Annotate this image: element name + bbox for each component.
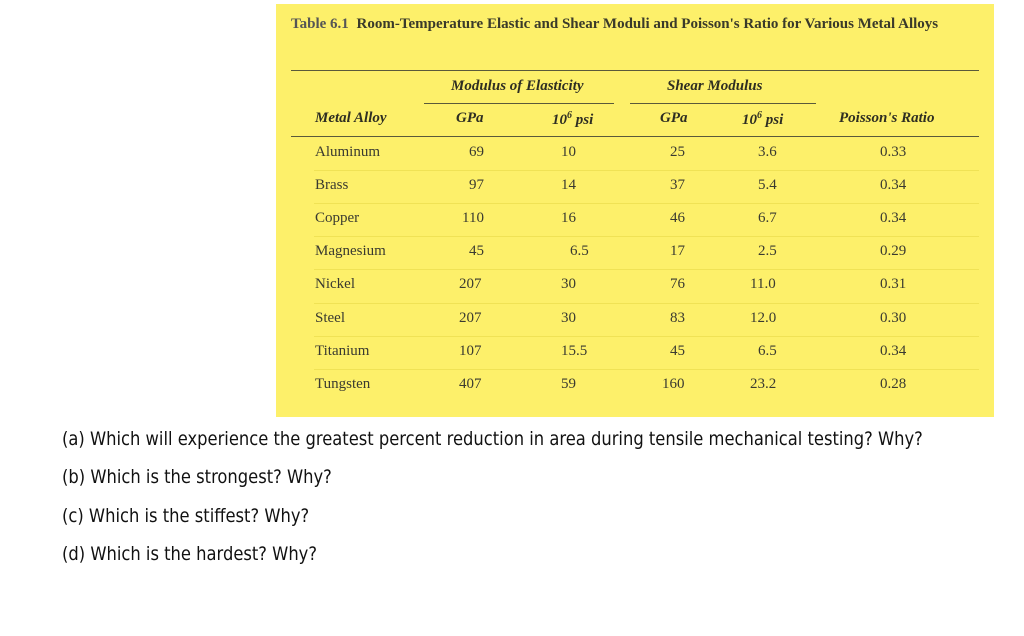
question-b: (b) Which is the strongest? Why? bbox=[62, 466, 332, 488]
group-header-shear: Shear Modulus bbox=[667, 78, 763, 94]
cell-g-psi: 12.0 bbox=[750, 310, 777, 326]
cell-poisson: 0.34 bbox=[880, 177, 907, 193]
top-rule bbox=[291, 70, 979, 71]
cell-g-psi: 3.6 bbox=[758, 144, 777, 160]
cell-g-psi: 23.2 bbox=[750, 376, 777, 392]
cell-e-psi: 14 bbox=[561, 177, 576, 193]
cell-poisson: 0.29 bbox=[880, 243, 907, 259]
cell-e-psi: 10 bbox=[561, 144, 576, 160]
col-header-g-gpa: GPa bbox=[660, 110, 688, 126]
row-separator bbox=[314, 269, 979, 270]
cell-g-psi: 2.5 bbox=[758, 243, 777, 259]
cell-poisson: 0.30 bbox=[880, 310, 907, 326]
cell-poisson: 0.34 bbox=[880, 210, 907, 226]
col-header-g-psi-exp: 6 bbox=[757, 110, 762, 121]
col-header-poisson: Poisson's Ratio bbox=[839, 110, 935, 126]
row-separator bbox=[314, 303, 979, 304]
cell-e-gpa: 407 bbox=[459, 376, 482, 392]
row-separator bbox=[314, 369, 979, 370]
col-header-alloy: Metal Alloy bbox=[315, 110, 387, 126]
cell-e-gpa: 45 bbox=[469, 243, 484, 259]
cell-e-gpa: 107 bbox=[459, 343, 482, 359]
group-header-elastic: Modulus of Elasticity bbox=[451, 78, 584, 94]
cell-e-psi: 30 bbox=[561, 310, 576, 326]
col-header-g-psi-unit: psi bbox=[762, 112, 784, 128]
cell-g-gpa: 17 bbox=[670, 243, 685, 259]
cell-alloy: Nickel bbox=[315, 276, 355, 292]
cell-g-psi: 5.4 bbox=[758, 177, 777, 193]
cell-g-psi: 6.5 bbox=[758, 343, 777, 359]
table-title: Room-Temperature Elastic and Shear Modul… bbox=[356, 16, 939, 32]
cell-e-gpa: 207 bbox=[459, 276, 482, 292]
question-c: (c) Which is the stiffest? Why? bbox=[62, 505, 310, 527]
cell-g-gpa: 76 bbox=[670, 276, 685, 292]
col-header-e-psi-unit: psi bbox=[572, 112, 594, 128]
row-separator bbox=[314, 170, 979, 171]
row-separator bbox=[314, 336, 979, 337]
row-separator bbox=[314, 236, 979, 237]
cell-g-gpa: 160 bbox=[662, 376, 685, 392]
cell-e-gpa: 69 bbox=[469, 144, 484, 160]
question-d: (d) Which is the hardest? Why? bbox=[62, 543, 318, 565]
col-header-e-psi: 106 psi bbox=[552, 110, 593, 129]
cell-alloy: Tungsten bbox=[315, 376, 371, 392]
cell-e-gpa: 207 bbox=[459, 310, 482, 326]
cell-poisson: 0.28 bbox=[880, 376, 907, 392]
row-separator bbox=[314, 203, 979, 204]
cell-g-gpa: 83 bbox=[670, 310, 685, 326]
cell-e-psi: 16 bbox=[561, 210, 576, 226]
table-caption: Table 6.1 Room-Temperature Elastic and S… bbox=[291, 12, 981, 36]
cell-g-gpa: 25 bbox=[670, 144, 685, 160]
cell-g-gpa: 46 bbox=[670, 210, 685, 226]
header-rule bbox=[291, 136, 979, 137]
col-header-e-psi-exp: 6 bbox=[567, 110, 572, 121]
cell-alloy: Copper bbox=[315, 210, 360, 226]
cell-e-gpa: 110 bbox=[462, 210, 484, 226]
group-rule-shear bbox=[630, 103, 816, 104]
group-rule-elastic bbox=[424, 103, 614, 104]
cell-e-psi: 59 bbox=[561, 376, 576, 392]
cell-poisson: 0.34 bbox=[880, 343, 907, 359]
cell-alloy: Steel bbox=[315, 310, 345, 326]
cell-g-psi: 11.0 bbox=[750, 276, 776, 292]
cell-g-gpa: 37 bbox=[670, 177, 685, 193]
col-header-g-psi: 106 psi bbox=[742, 110, 783, 129]
cell-alloy: Magnesium bbox=[315, 243, 386, 259]
cell-g-psi: 6.7 bbox=[758, 210, 777, 226]
cell-e-psi: 15.5 bbox=[561, 343, 588, 359]
cell-e-gpa: 97 bbox=[469, 177, 484, 193]
cell-e-psi: 30 bbox=[561, 276, 576, 292]
cell-alloy: Aluminum bbox=[315, 144, 381, 160]
cell-g-gpa: 45 bbox=[670, 343, 685, 359]
col-header-e-gpa: GPa bbox=[456, 110, 484, 126]
table-number: Table 6.1 bbox=[291, 16, 349, 32]
cell-e-psi: 6.5 bbox=[570, 243, 589, 259]
col-header-e-psi-base: 10 bbox=[552, 112, 567, 128]
cell-alloy: Brass bbox=[315, 177, 349, 193]
table-panel: Table 6.1 Room-Temperature Elastic and S… bbox=[276, 4, 994, 417]
cell-poisson: 0.33 bbox=[880, 144, 907, 160]
cell-alloy: Titanium bbox=[315, 343, 370, 359]
cell-poisson: 0.31 bbox=[880, 276, 907, 292]
col-header-g-psi-base: 10 bbox=[742, 112, 757, 128]
question-a: (a) Which will experience the greatest p… bbox=[62, 428, 923, 450]
